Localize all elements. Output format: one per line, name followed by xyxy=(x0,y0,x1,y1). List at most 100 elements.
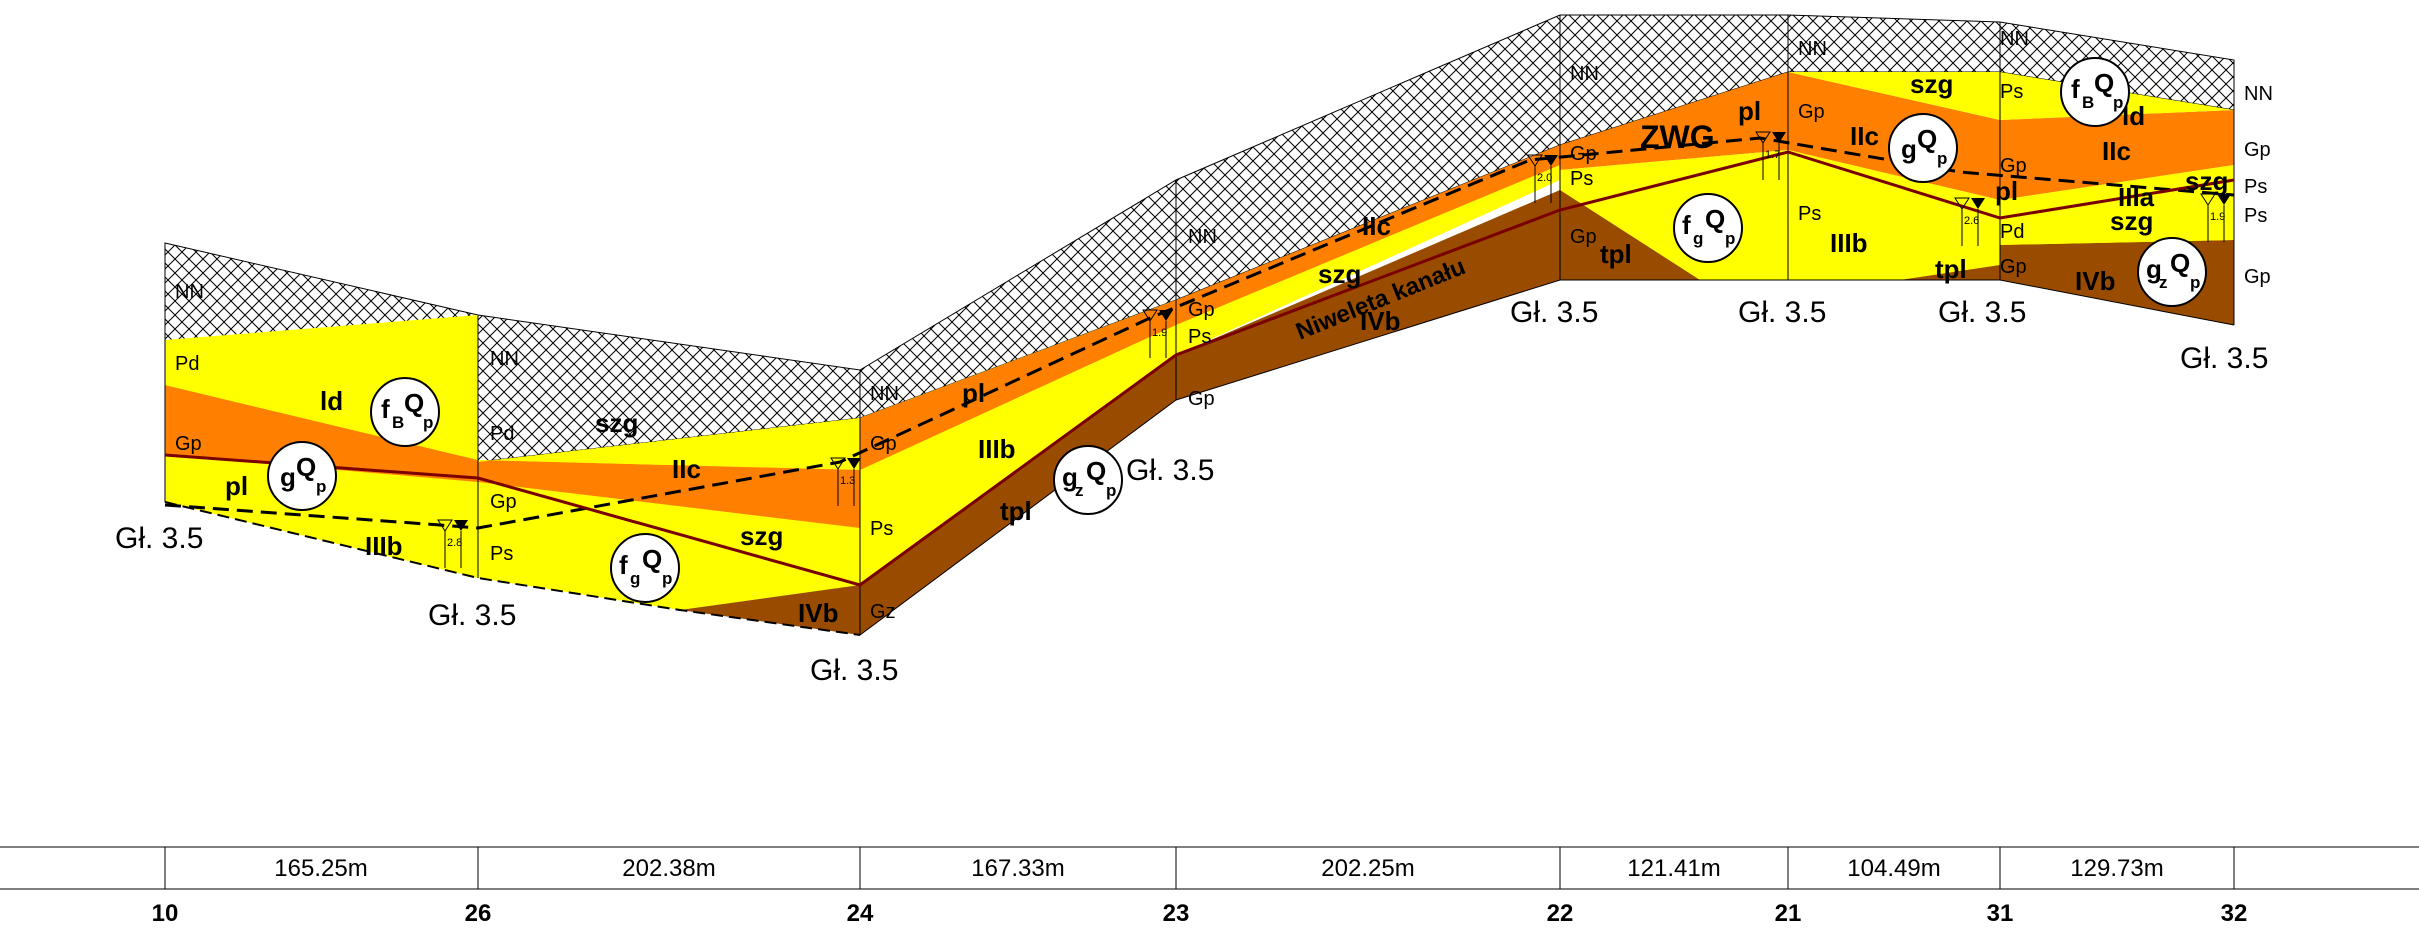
borehole-number: 10 xyxy=(152,900,179,927)
code-pl: pl xyxy=(225,471,248,501)
code-ivb: IVb xyxy=(2075,266,2115,296)
layer-tpl-31 xyxy=(1900,265,2000,280)
svg-text:Q: Q xyxy=(642,544,662,574)
code-iic: IIc xyxy=(1362,211,1391,241)
soil-gp: Gp xyxy=(2244,139,2271,161)
svg-text:p: p xyxy=(2190,273,2200,292)
soil-gp: Gp xyxy=(2000,256,2027,278)
distance-cell: 104.49m xyxy=(1847,855,1940,882)
soil-nn: NN xyxy=(1188,226,1217,248)
code-iic: IIc xyxy=(1850,121,1879,151)
water-depth-value: 1.3 xyxy=(840,475,855,487)
svg-text:Q: Q xyxy=(1705,204,1725,234)
code-szg: szg xyxy=(2185,166,2228,196)
strat-gzqp-mid: g z Q p xyxy=(1053,445,1123,515)
layer-gp-31-band xyxy=(2000,205,2234,245)
water-level-symbol: 2.6 xyxy=(1954,197,1985,246)
soil-pd: Pd xyxy=(490,423,514,445)
svg-text:g: g xyxy=(630,569,640,588)
code-pl: pl xyxy=(1738,96,1761,126)
water-depth-value: 2.8 xyxy=(447,537,462,549)
borehole-number: 24 xyxy=(847,900,874,927)
distance-cell: 167.33m xyxy=(971,855,1064,882)
soil-nn: NN xyxy=(2244,83,2273,105)
borehole-number: 22 xyxy=(1547,900,1574,927)
distance-cell: 121.41m xyxy=(1627,855,1720,882)
distance-cell: 129.73m xyxy=(2070,855,2163,882)
soil-ps: Ps xyxy=(1798,203,1821,225)
water-level-symbol: 2.8 xyxy=(437,519,468,568)
soil-nn: NN xyxy=(1570,63,1599,85)
code-szg: szg xyxy=(1910,69,1953,99)
water-depth-value: 1.9 xyxy=(2210,211,2225,223)
water-level-symbol: 1.3 xyxy=(830,457,861,506)
svg-text:Q: Q xyxy=(2170,248,2190,278)
code-pl: pl xyxy=(1995,176,2018,206)
depth-label-26: Gł. 3.5 xyxy=(428,599,516,632)
soil-nn: NN xyxy=(2000,28,2029,50)
code-szg: szg xyxy=(1318,259,1361,289)
bottom-boundary xyxy=(164,501,861,636)
soil-ps: Ps xyxy=(2244,205,2267,227)
strat-fbqp-left: f B Q p xyxy=(370,377,440,447)
water-symbols: 2.8 1.3 1.9 2.0 1.7 2.6 1.9 xyxy=(437,131,2231,568)
water-level-symbol: 1.7 xyxy=(1755,131,1786,180)
water-level-symbol: 1.9 xyxy=(1142,309,1173,358)
code-iiia: IIIa xyxy=(2118,182,2155,212)
svg-text:p: p xyxy=(423,413,433,432)
water-level-symbol: 1.9 xyxy=(2200,193,2231,242)
water-depth-value: 1.7 xyxy=(1765,149,1780,161)
svg-text:z: z xyxy=(2159,273,2168,292)
svg-text:Q: Q xyxy=(2094,68,2114,98)
soil-gp: Gp xyxy=(1570,226,1597,248)
code-iiib: IIIb xyxy=(1830,228,1868,258)
code-szg: szg xyxy=(595,408,638,438)
layer-gp-mid xyxy=(860,145,1560,470)
code-iic: IIc xyxy=(672,454,701,484)
svg-text:g: g xyxy=(1062,462,1078,492)
code-szg: szg xyxy=(740,521,783,551)
depth-label-22: Gł. 3.5 xyxy=(1510,296,1598,329)
soil-gp: Gp xyxy=(490,491,517,513)
svg-text:Q: Q xyxy=(1917,124,1937,154)
svg-text:p: p xyxy=(316,477,326,496)
soil-labels: NN NN NN NN NN NN NN NN Pd Gp Pd Gp Ps G… xyxy=(175,28,2273,623)
soil-gp: Gp xyxy=(1570,143,1597,165)
distance-cell: 202.25m xyxy=(1321,855,1414,882)
code-iiib: IIIb xyxy=(978,434,1016,464)
layer-codes: ld pl IIIb szg IIc szg IVb pl IIIb tpl s… xyxy=(225,69,2228,628)
layer-ld-left xyxy=(165,315,860,470)
svg-text:g: g xyxy=(280,462,296,492)
water-depth-value: 2.0 xyxy=(1537,172,1552,184)
code-tpl: tpl xyxy=(1600,239,1632,269)
depth-label-21: Gł. 3.5 xyxy=(1738,296,1826,329)
soil-gp: Gp xyxy=(1188,388,1215,410)
depth-label-31: Gł. 3.5 xyxy=(1938,296,2026,329)
layer-ivb-24 xyxy=(680,585,860,635)
code-iiib: IIIb xyxy=(365,531,403,561)
depth-label-32: Gł. 3.5 xyxy=(2180,342,2268,375)
svg-text:f: f xyxy=(619,550,628,580)
svg-text:f: f xyxy=(1682,210,1691,240)
code-tpl: tpl xyxy=(1935,254,1967,284)
water-depth-value: 2.6 xyxy=(1964,215,1979,227)
code-ld: ld xyxy=(2122,101,2145,131)
soil-ps: Ps xyxy=(2244,176,2267,198)
soil-gp: Gp xyxy=(1798,101,1825,123)
strat-fgqp-right: f g Q p xyxy=(1673,193,1743,263)
layer-iiib-left xyxy=(165,455,860,610)
svg-text:Q: Q xyxy=(296,452,316,482)
distance-cell: 202.38m xyxy=(622,855,715,882)
code-ivb: IVb xyxy=(798,598,838,628)
depth-label-24: Gł. 3.5 xyxy=(810,654,898,687)
svg-text:f: f xyxy=(2071,74,2080,104)
water-level-symbol: 2.0 xyxy=(1527,154,1558,203)
borehole-number: 32 xyxy=(2221,900,2248,927)
code-ivb: IVb xyxy=(1360,306,1400,336)
zwg-label: ZWG xyxy=(1640,119,1715,155)
depth-label-23: Gł. 3.5 xyxy=(1126,454,1214,487)
code-ld: ld xyxy=(320,386,343,416)
borehole-number: 26 xyxy=(465,900,492,927)
svg-text:p: p xyxy=(2113,93,2123,112)
